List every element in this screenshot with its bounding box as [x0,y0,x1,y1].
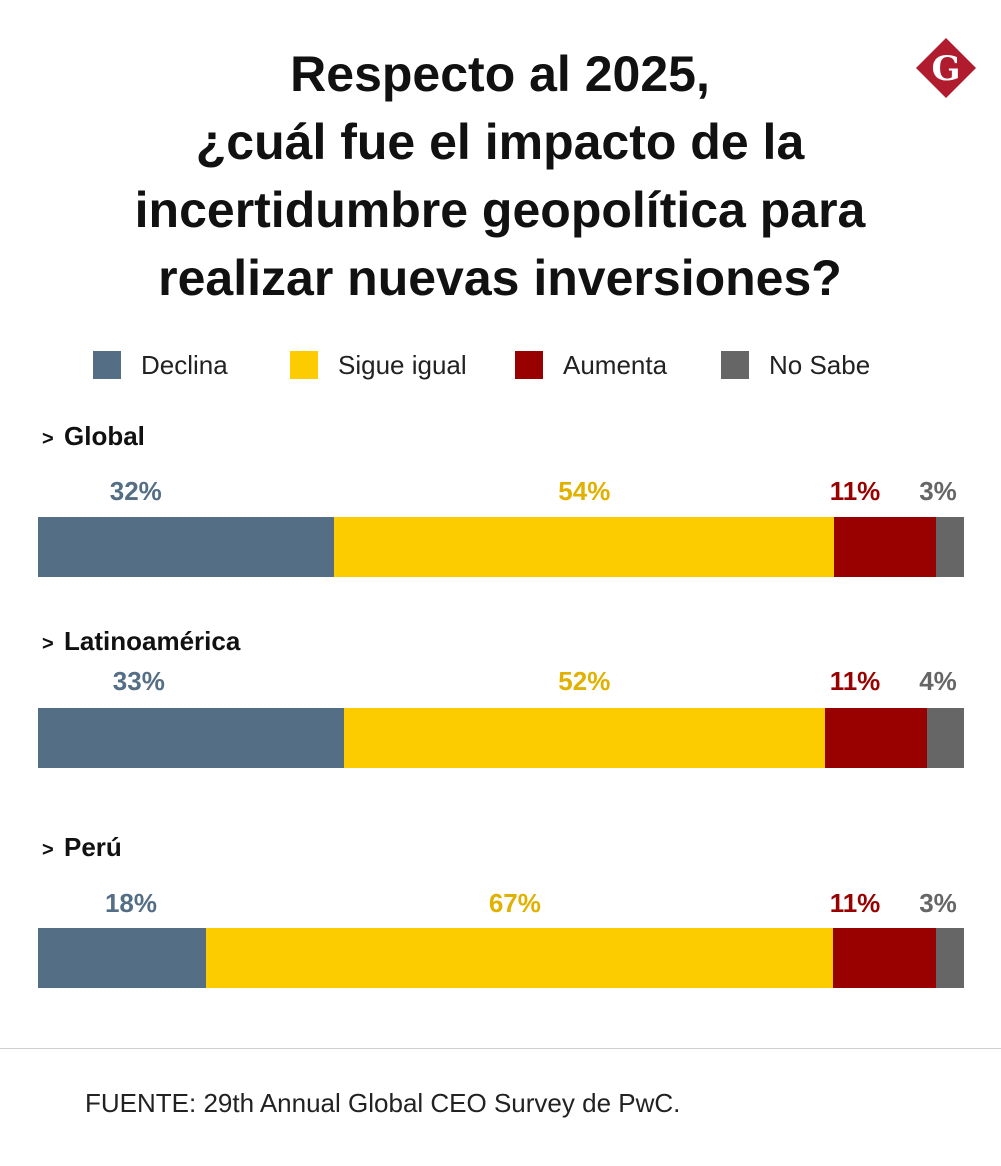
bar-segment-declina [38,928,207,988]
data-label-no-sabe: 3% [919,476,957,506]
data-label-sigue-igual: 52% [558,666,611,696]
data-label-aumenta: 11% [829,666,881,696]
legend: Declina Sigue igual Aumenta No Sabe [0,347,1001,383]
bar-segment-declina [38,708,344,768]
legend-swatch [515,351,543,379]
data-label-aumenta: 11% [829,888,881,918]
group-label-2: > Perú [42,831,122,863]
bar-segment-sigue-igual [343,708,826,768]
legend-swatch [290,351,318,379]
chevron-right-icon: > [42,428,54,450]
data-label-no-sabe: 4% [919,666,957,696]
group-label-text: Global [64,421,145,451]
bar-segment-sigue-igual [334,517,835,577]
legend-label: Declina [141,349,228,380]
bar-segment-aumenta [833,928,936,988]
bar-segment-no-sabe [926,708,964,768]
bar-segment-aumenta [825,708,927,768]
legend-item-no-sabe: No Sabe [721,347,870,383]
source-note: FUENTE: 29th Annual Global CEO Survey de… [85,1088,681,1118]
legend-label: Aumenta [563,349,668,380]
bar-segment-aumenta [834,517,937,577]
legend-label: No Sabe [769,349,871,380]
divider [0,1048,1001,1049]
group-label-text: Perú [64,832,122,862]
data-label-declina: 33% [112,666,165,696]
legend-label: Sigue igual [338,349,467,380]
legend-item-declina: Declina [93,347,228,383]
chevron-right-icon: > [42,839,54,861]
bar-segment-no-sabe [935,928,964,988]
group-label-text: Latinoamérica [64,626,241,656]
data-label-sigue-igual: 67% [488,888,541,918]
title-line-1: Respecto al 2025, [290,46,710,102]
data-label-declina: 32% [109,476,162,506]
bar-segment-no-sabe [936,517,964,577]
gestion-logo-icon: G [916,38,976,98]
legend-item-aumenta: Aumenta [515,347,667,383]
logo-letter: G [931,49,960,89]
bar-segment-declina [38,517,335,577]
group-label-0: > Global [42,420,145,452]
data-label-no-sabe: 3% [919,888,957,918]
legend-swatch [721,351,749,379]
chevron-right-icon: > [42,633,54,655]
bar-segment-sigue-igual [206,928,834,988]
data-label-aumenta: 11% [829,476,881,506]
title-line-4: realizar nuevas inversiones? [158,250,842,306]
title-line-3: incertidumbre geopolítica para [134,182,866,238]
legend-swatch [93,351,121,379]
chart-title: Respecto al 2025, ¿cuál fue el impacto d… [60,40,940,312]
title-line-2: ¿cuál fue el impacto de la [195,114,805,170]
group-label-1: > Latinoamérica [42,625,240,657]
legend-item-sigue-igual: Sigue igual [290,347,467,383]
data-label-declina: 18% [104,888,158,918]
data-label-sigue-igual: 54% [558,476,611,506]
